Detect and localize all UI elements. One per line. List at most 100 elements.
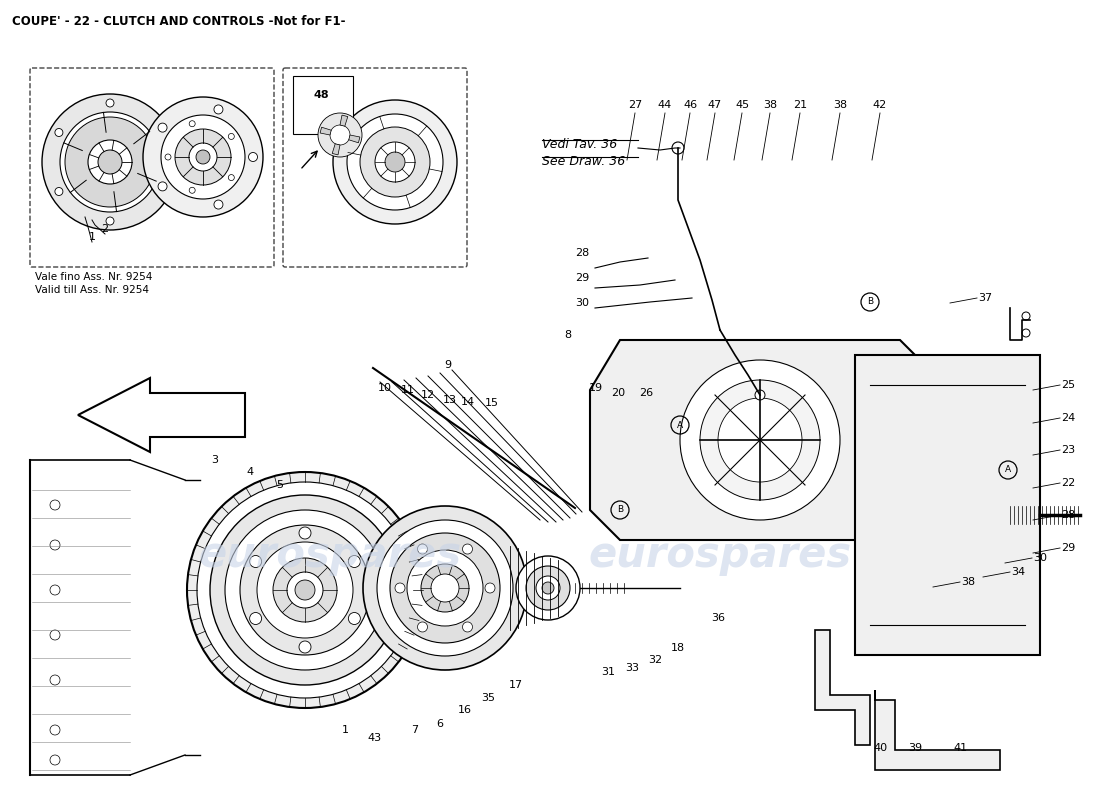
Circle shape	[250, 555, 262, 567]
Text: 2: 2	[101, 224, 109, 234]
Text: 22: 22	[1060, 478, 1075, 488]
Circle shape	[287, 572, 323, 608]
Text: 38: 38	[833, 100, 847, 110]
Circle shape	[431, 574, 459, 602]
Polygon shape	[349, 135, 360, 142]
Text: 45: 45	[735, 100, 749, 110]
Circle shape	[98, 150, 122, 174]
Circle shape	[196, 150, 210, 164]
Polygon shape	[78, 378, 245, 452]
Circle shape	[157, 129, 165, 137]
Text: eurospares: eurospares	[588, 534, 851, 576]
Circle shape	[418, 622, 428, 632]
Text: Vale fino Ass. Nr. 9254: Vale fino Ass. Nr. 9254	[35, 272, 153, 282]
Text: 39: 39	[908, 743, 922, 753]
Circle shape	[189, 121, 195, 126]
Text: 27: 27	[628, 100, 642, 110]
Circle shape	[50, 630, 60, 640]
Circle shape	[55, 187, 63, 195]
Circle shape	[395, 583, 405, 593]
Text: 48: 48	[314, 90, 329, 100]
Circle shape	[50, 755, 60, 765]
Circle shape	[106, 99, 114, 107]
Circle shape	[1022, 312, 1030, 320]
Text: 28: 28	[1060, 510, 1075, 520]
Circle shape	[229, 174, 234, 181]
Text: 30: 30	[1033, 553, 1047, 563]
Text: 15: 15	[485, 398, 499, 408]
Text: 8: 8	[564, 330, 572, 340]
Circle shape	[165, 154, 170, 160]
Circle shape	[175, 129, 231, 185]
FancyBboxPatch shape	[283, 68, 468, 267]
Circle shape	[349, 555, 361, 567]
Text: eurospares: eurospares	[198, 534, 462, 576]
Text: 21: 21	[793, 100, 807, 110]
Text: A: A	[676, 421, 683, 430]
Circle shape	[680, 360, 840, 520]
Circle shape	[516, 556, 580, 620]
Circle shape	[42, 94, 178, 230]
Circle shape	[273, 558, 337, 622]
Text: 6: 6	[437, 719, 443, 729]
Circle shape	[700, 380, 820, 500]
Text: 47: 47	[708, 100, 722, 110]
Text: 3: 3	[211, 455, 219, 465]
Circle shape	[318, 113, 362, 157]
Text: 5: 5	[276, 480, 284, 490]
Text: 23: 23	[1060, 445, 1075, 455]
Circle shape	[226, 510, 385, 670]
Text: 1: 1	[341, 725, 349, 735]
Circle shape	[50, 585, 60, 595]
Circle shape	[60, 112, 160, 212]
Circle shape	[88, 140, 132, 184]
Polygon shape	[590, 340, 930, 540]
Text: COUPE' - 22 - CLUTCH AND CONTROLS -Not for F1-: COUPE' - 22 - CLUTCH AND CONTROLS -Not f…	[12, 15, 345, 28]
Circle shape	[485, 583, 495, 593]
Circle shape	[526, 566, 570, 610]
Text: B: B	[867, 298, 873, 306]
Circle shape	[214, 200, 223, 209]
Bar	[855, 355, 1040, 655]
Text: 1: 1	[88, 232, 96, 242]
Text: 31: 31	[601, 667, 615, 677]
Text: 12: 12	[421, 390, 436, 400]
Circle shape	[542, 582, 554, 594]
Circle shape	[360, 127, 430, 197]
Circle shape	[50, 500, 60, 510]
Circle shape	[161, 115, 245, 199]
Circle shape	[407, 550, 483, 626]
Text: 13: 13	[443, 395, 456, 405]
Circle shape	[385, 152, 405, 172]
Circle shape	[50, 540, 60, 550]
Text: 28: 28	[575, 248, 590, 258]
Text: 19: 19	[588, 383, 603, 393]
Circle shape	[418, 544, 428, 554]
Circle shape	[390, 533, 501, 643]
Circle shape	[187, 472, 424, 708]
Text: 38: 38	[961, 577, 975, 587]
Text: 35: 35	[481, 693, 495, 703]
Text: 29: 29	[1060, 543, 1075, 553]
Text: 30: 30	[575, 298, 589, 308]
Text: 24: 24	[1060, 413, 1075, 423]
Text: 26: 26	[639, 388, 653, 398]
Circle shape	[214, 105, 223, 114]
FancyBboxPatch shape	[30, 68, 274, 267]
Circle shape	[462, 544, 473, 554]
Circle shape	[346, 114, 443, 210]
Text: 4: 4	[246, 467, 254, 477]
Text: See Draw. 36: See Draw. 36	[542, 155, 625, 168]
Text: 25: 25	[1060, 380, 1075, 390]
Circle shape	[295, 580, 315, 600]
Circle shape	[672, 142, 684, 154]
Circle shape	[189, 143, 217, 171]
Text: 40: 40	[873, 743, 887, 753]
Circle shape	[106, 217, 114, 225]
Text: 41: 41	[953, 743, 967, 753]
Circle shape	[257, 542, 353, 638]
Polygon shape	[320, 127, 331, 135]
Text: Vedi Tav. 36: Vedi Tav. 36	[542, 138, 617, 151]
Circle shape	[755, 390, 764, 400]
Polygon shape	[874, 690, 1000, 770]
